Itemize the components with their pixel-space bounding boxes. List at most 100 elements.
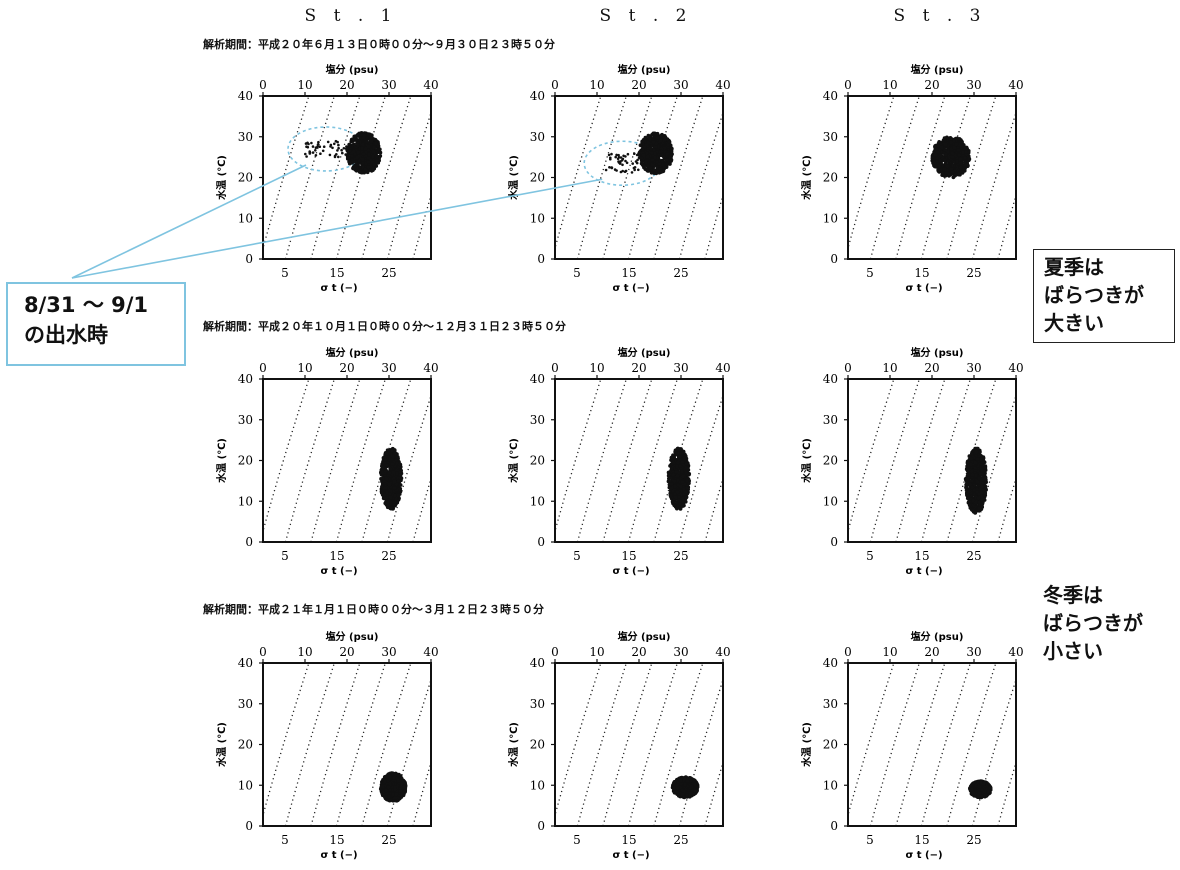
data-point bbox=[366, 160, 371, 164]
salinity-tick-label: 10 bbox=[882, 645, 897, 659]
density-isolines bbox=[848, 379, 1016, 542]
data-point bbox=[932, 160, 937, 165]
data-point bbox=[678, 484, 683, 489]
data-point bbox=[937, 164, 942, 169]
temperature-tick-label: 30 bbox=[530, 130, 545, 144]
data-point bbox=[365, 170, 370, 175]
data-point bbox=[949, 167, 954, 171]
data-point bbox=[942, 158, 947, 163]
data-point bbox=[653, 145, 658, 150]
sigma-t-axis-label: σ t (−) bbox=[320, 283, 357, 294]
salinity-axis-label: 塩分 (psu) bbox=[911, 63, 964, 76]
outlier-point bbox=[607, 153, 611, 157]
temperature-tick-label: 10 bbox=[823, 494, 838, 508]
data-point bbox=[677, 454, 682, 459]
sigma-t-axis-label: σ t (−) bbox=[612, 566, 649, 577]
outlier-point bbox=[322, 145, 326, 148]
data-point bbox=[688, 791, 693, 795]
sigma-t-tick-label: 15 bbox=[914, 549, 929, 563]
data-point bbox=[668, 476, 673, 480]
temperature-tick-label: 20 bbox=[823, 738, 838, 752]
salinity-tick-label: 40 bbox=[715, 645, 730, 659]
data-point bbox=[682, 456, 686, 461]
sigma-t-tick-label: 5 bbox=[866, 266, 874, 280]
density-isoline bbox=[704, 193, 723, 259]
data-point bbox=[941, 138, 946, 143]
temperature-tick-label: 30 bbox=[530, 697, 545, 711]
temperature-tick-label: 30 bbox=[823, 413, 838, 427]
data-point bbox=[392, 486, 397, 490]
data-point bbox=[969, 452, 974, 456]
data-point bbox=[683, 490, 688, 494]
data-point bbox=[357, 158, 361, 163]
sigma-t-tick-label: 25 bbox=[673, 266, 688, 280]
temperature-tick-label: 40 bbox=[823, 372, 838, 386]
data-point bbox=[347, 149, 352, 153]
temperature-axis-label: 水温 (℃) bbox=[800, 438, 813, 484]
density-isoline bbox=[848, 96, 895, 251]
density-isoline bbox=[439, 369, 491, 542]
temperature-tick-label: 40 bbox=[238, 89, 253, 103]
sigma-t-axis-label: σ t (−) bbox=[612, 283, 649, 294]
data-point bbox=[945, 164, 950, 169]
density-isoline bbox=[731, 86, 783, 259]
salinity-tick-label: 20 bbox=[924, 361, 939, 375]
data-point bbox=[383, 455, 387, 459]
data-point bbox=[653, 151, 657, 156]
density-isoline bbox=[895, 379, 946, 542]
data-point bbox=[386, 448, 391, 453]
data-point bbox=[976, 496, 981, 501]
data-point bbox=[393, 772, 398, 777]
data-point bbox=[388, 495, 393, 500]
data-point bbox=[667, 140, 672, 145]
data-point bbox=[347, 142, 352, 147]
salinity-tick-label: 40 bbox=[423, 645, 438, 659]
density-isoline bbox=[653, 663, 704, 826]
data-point bbox=[382, 466, 387, 471]
data-point bbox=[964, 150, 968, 154]
salinity-tick-label: 30 bbox=[381, 78, 396, 92]
salinity-tick-label: 20 bbox=[924, 78, 939, 92]
data-point bbox=[938, 158, 943, 163]
data-point bbox=[387, 794, 391, 799]
data-point bbox=[947, 155, 951, 159]
data-point bbox=[672, 502, 677, 507]
sigma-t-tick-label: 15 bbox=[329, 549, 344, 563]
temperature-tick-label: 20 bbox=[238, 454, 253, 468]
data-point bbox=[360, 146, 365, 151]
data-point bbox=[648, 166, 653, 170]
data-point bbox=[680, 469, 684, 474]
outlier-point bbox=[621, 157, 625, 161]
data-point bbox=[662, 146, 667, 151]
data-point bbox=[977, 506, 982, 511]
data-point bbox=[669, 153, 674, 158]
sigma-t-axis-label: σ t (−) bbox=[320, 850, 357, 861]
data-point bbox=[385, 463, 389, 467]
data-point bbox=[366, 132, 371, 137]
temperature-tick-label: 40 bbox=[823, 656, 838, 670]
data-point bbox=[383, 458, 388, 462]
data-point bbox=[671, 472, 676, 477]
scatter-points bbox=[604, 131, 674, 176]
data-point bbox=[384, 476, 389, 481]
temperature-tick-label: 0 bbox=[830, 819, 838, 833]
data-point bbox=[392, 503, 396, 508]
data-point bbox=[669, 482, 674, 486]
data-point bbox=[372, 145, 377, 150]
data-point bbox=[646, 140, 651, 145]
salinity-axis-label: 塩分 (psu) bbox=[618, 630, 671, 643]
data-point bbox=[644, 151, 649, 156]
density-isoline bbox=[263, 663, 310, 818]
data-point bbox=[650, 163, 655, 167]
sigma-t-tick-label: 25 bbox=[966, 266, 981, 280]
data-point bbox=[939, 153, 943, 158]
data-point bbox=[385, 500, 390, 505]
data-point bbox=[967, 489, 971, 494]
data-point bbox=[371, 149, 376, 154]
data-point bbox=[969, 479, 974, 483]
